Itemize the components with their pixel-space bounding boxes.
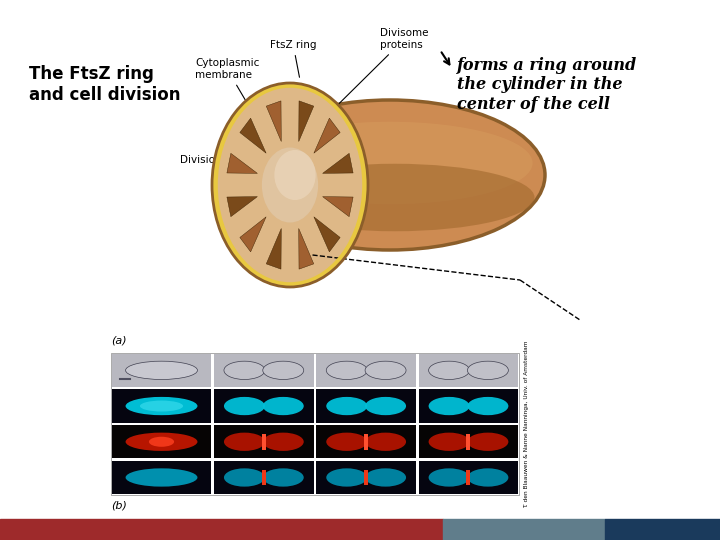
Ellipse shape bbox=[365, 397, 406, 415]
Ellipse shape bbox=[467, 433, 508, 451]
Bar bbox=[111, 353, 519, 495]
Text: FtsZ ring: FtsZ ring bbox=[270, 40, 317, 77]
Bar bbox=[364, 434, 368, 450]
Ellipse shape bbox=[365, 433, 406, 451]
Text: The FtsZ ring
and cell division: The FtsZ ring and cell division bbox=[29, 65, 180, 104]
Polygon shape bbox=[227, 153, 258, 173]
Ellipse shape bbox=[224, 397, 265, 415]
Polygon shape bbox=[299, 228, 314, 269]
Ellipse shape bbox=[428, 433, 469, 451]
Ellipse shape bbox=[224, 468, 265, 487]
Bar bbox=[364, 470, 368, 485]
Bar bbox=[214, 461, 314, 494]
Bar bbox=[112, 389, 212, 423]
Text: Cytoplasmic
membrane: Cytoplasmic membrane bbox=[195, 58, 259, 123]
Ellipse shape bbox=[263, 361, 304, 380]
Text: (b): (b) bbox=[112, 500, 127, 510]
Polygon shape bbox=[266, 101, 282, 141]
Bar bbox=[0, 519, 443, 540]
Bar bbox=[112, 425, 212, 458]
Ellipse shape bbox=[326, 361, 367, 380]
Bar bbox=[316, 461, 416, 494]
Ellipse shape bbox=[263, 397, 304, 415]
Ellipse shape bbox=[125, 468, 197, 487]
Bar bbox=[214, 389, 314, 423]
Bar bbox=[443, 519, 605, 540]
Ellipse shape bbox=[365, 468, 406, 487]
Ellipse shape bbox=[224, 361, 265, 380]
Ellipse shape bbox=[149, 437, 174, 447]
Bar bbox=[316, 389, 416, 423]
Bar bbox=[112, 354, 212, 387]
Polygon shape bbox=[240, 217, 266, 252]
Bar bbox=[316, 425, 416, 458]
Bar bbox=[214, 354, 314, 387]
Bar bbox=[467, 470, 470, 485]
Ellipse shape bbox=[467, 397, 508, 415]
Ellipse shape bbox=[326, 397, 367, 415]
Ellipse shape bbox=[125, 361, 197, 380]
Bar bbox=[467, 434, 470, 450]
Text: (a): (a) bbox=[112, 336, 127, 346]
Bar bbox=[112, 461, 212, 494]
Text: forms a ring around
the cylinder in the
center of the cell: forms a ring around the cylinder in the … bbox=[457, 57, 637, 113]
Bar bbox=[262, 470, 266, 485]
Bar bbox=[418, 425, 518, 458]
Ellipse shape bbox=[467, 361, 508, 380]
Polygon shape bbox=[323, 197, 353, 217]
Ellipse shape bbox=[428, 361, 469, 380]
Bar bbox=[214, 425, 314, 458]
Bar bbox=[605, 519, 720, 540]
Polygon shape bbox=[227, 197, 258, 217]
Ellipse shape bbox=[215, 85, 365, 285]
Ellipse shape bbox=[428, 468, 469, 487]
Ellipse shape bbox=[125, 397, 197, 415]
Bar bbox=[418, 354, 518, 387]
Polygon shape bbox=[314, 118, 340, 153]
Text: Division plane: Division plane bbox=[180, 155, 288, 243]
Bar bbox=[418, 461, 518, 494]
Ellipse shape bbox=[326, 433, 367, 451]
Ellipse shape bbox=[125, 433, 197, 451]
Ellipse shape bbox=[263, 433, 304, 451]
Ellipse shape bbox=[256, 164, 534, 231]
Polygon shape bbox=[299, 101, 314, 141]
Polygon shape bbox=[266, 228, 282, 269]
Bar bbox=[262, 434, 266, 450]
Bar bbox=[418, 389, 518, 423]
Ellipse shape bbox=[274, 150, 315, 200]
Text: T. den Blaauwen & Nanne Nanninga, Univ. of Amsterdam: T. den Blaauwen & Nanne Nanninga, Univ. … bbox=[524, 340, 529, 508]
Ellipse shape bbox=[326, 468, 367, 487]
Ellipse shape bbox=[235, 100, 545, 250]
Polygon shape bbox=[240, 118, 266, 153]
Ellipse shape bbox=[224, 433, 265, 451]
Ellipse shape bbox=[263, 468, 304, 487]
Polygon shape bbox=[323, 153, 353, 173]
Ellipse shape bbox=[262, 147, 318, 222]
Polygon shape bbox=[314, 217, 340, 252]
Ellipse shape bbox=[428, 397, 469, 415]
Ellipse shape bbox=[248, 122, 533, 204]
Ellipse shape bbox=[467, 468, 508, 487]
Ellipse shape bbox=[140, 401, 183, 411]
Ellipse shape bbox=[365, 361, 406, 380]
Text: Divisome
proteins: Divisome proteins bbox=[330, 29, 428, 113]
Bar bbox=[316, 354, 416, 387]
